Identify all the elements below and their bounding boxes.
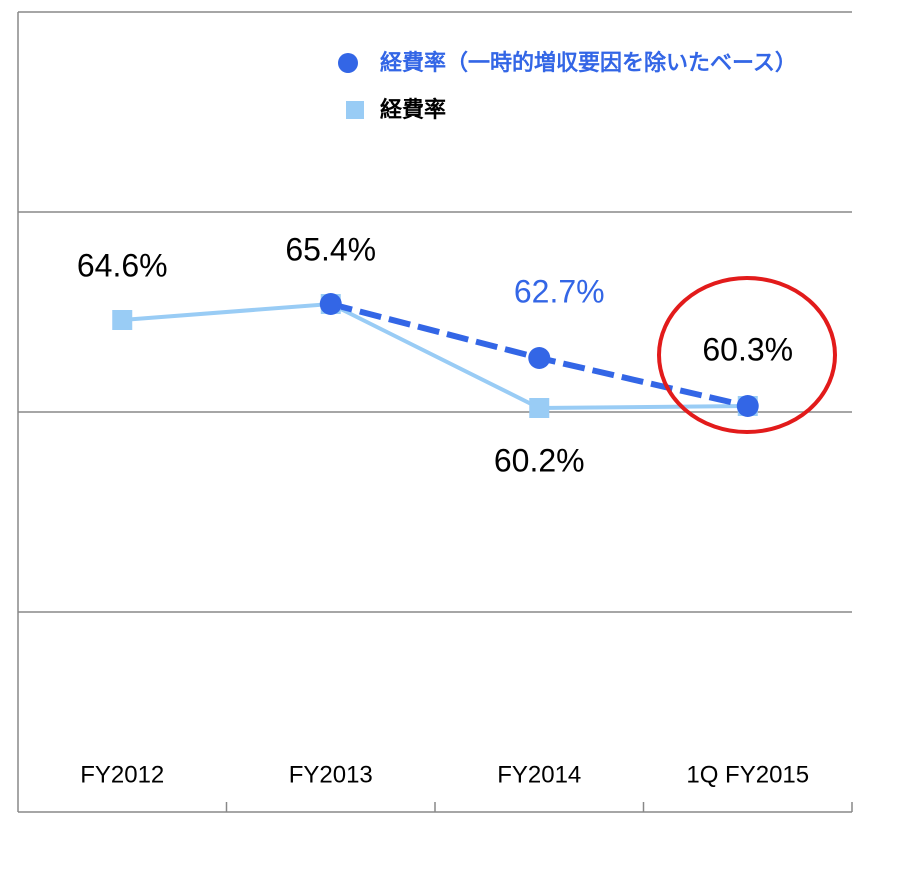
series-line xyxy=(122,301,748,411)
legend-label: 経費率（一時的増収要因を除いたベース） xyxy=(380,50,797,75)
x-tick-label: FY2013 xyxy=(289,761,373,788)
marker xyxy=(528,347,551,369)
x-tick-label: 1Q FY2015 xyxy=(686,761,809,788)
data-label: 60.3% xyxy=(702,331,793,367)
legend-label: 経費率 xyxy=(380,97,446,122)
highlight-circle xyxy=(657,276,837,434)
legend-marker xyxy=(346,101,364,119)
data-label: 60.2% xyxy=(494,442,585,478)
data-label: 65.4% xyxy=(285,231,376,267)
x-tick-label: FY2014 xyxy=(497,761,581,788)
data-label: 62.7% xyxy=(514,273,605,309)
marker xyxy=(736,395,759,417)
x-tick-label: FY2012 xyxy=(80,761,164,788)
marker xyxy=(112,310,133,330)
data-label: 64.6% xyxy=(77,247,168,283)
legend-marker xyxy=(338,53,358,73)
marker xyxy=(529,398,550,418)
marker xyxy=(319,293,342,315)
